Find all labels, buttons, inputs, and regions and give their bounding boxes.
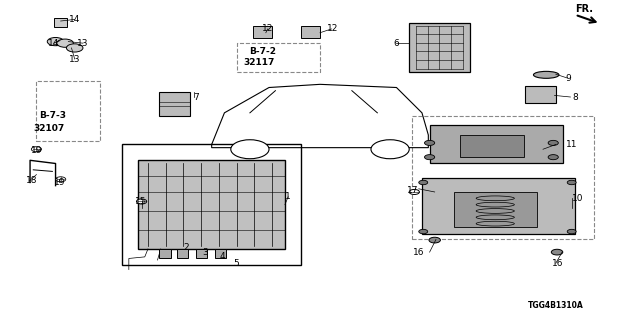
FancyBboxPatch shape [412,116,594,239]
Text: B-7-2: B-7-2 [249,47,276,56]
Text: 5: 5 [233,259,239,268]
Text: 10: 10 [572,194,584,203]
Circle shape [424,140,435,145]
Circle shape [567,229,576,234]
Text: 8: 8 [572,92,578,101]
Text: 3: 3 [202,248,208,257]
Text: 12: 12 [262,24,273,33]
Circle shape [31,147,42,152]
Text: 13: 13 [77,39,89,48]
Circle shape [424,155,435,160]
Circle shape [419,180,428,185]
FancyBboxPatch shape [409,23,470,72]
Text: 14: 14 [69,15,81,24]
FancyBboxPatch shape [36,81,100,141]
FancyBboxPatch shape [215,249,227,259]
Circle shape [548,140,558,145]
Text: 11: 11 [566,140,577,149]
FancyBboxPatch shape [159,92,190,116]
Circle shape [67,44,83,52]
Text: 14: 14 [48,39,60,48]
Text: 18: 18 [26,176,38,185]
Text: 32117: 32117 [244,58,275,67]
Text: B-7-3: B-7-3 [39,111,66,121]
Circle shape [231,140,269,159]
FancyBboxPatch shape [253,27,272,38]
Text: TGG4B1310A: TGG4B1310A [528,301,584,310]
Text: 17: 17 [406,186,418,195]
FancyBboxPatch shape [159,249,171,259]
Circle shape [548,155,558,160]
Circle shape [57,39,74,47]
FancyBboxPatch shape [177,249,188,259]
Text: 32107: 32107 [33,124,65,133]
Circle shape [56,177,66,182]
Text: 7: 7 [193,92,198,101]
Text: 16: 16 [552,259,563,268]
Circle shape [136,199,147,204]
Circle shape [419,229,428,234]
Circle shape [47,37,64,46]
Text: 19: 19 [54,178,66,187]
Text: 19: 19 [31,146,42,155]
Text: 12: 12 [327,24,339,33]
Circle shape [429,237,440,243]
FancyBboxPatch shape [460,135,524,157]
FancyBboxPatch shape [422,178,575,234]
FancyBboxPatch shape [301,27,320,38]
FancyBboxPatch shape [122,145,301,265]
Text: 16: 16 [413,248,424,257]
Circle shape [409,189,419,195]
Text: FR.: FR. [575,4,593,14]
Text: 2: 2 [184,243,189,252]
FancyBboxPatch shape [237,43,320,72]
Text: 9: 9 [566,74,572,83]
FancyBboxPatch shape [454,192,537,227]
Text: 6: 6 [394,39,399,48]
FancyBboxPatch shape [54,18,67,27]
FancyBboxPatch shape [138,160,285,249]
Text: 15: 15 [134,197,146,206]
Circle shape [551,249,563,255]
Text: 13: 13 [69,54,81,63]
Ellipse shape [534,71,559,78]
Circle shape [371,140,409,159]
Text: 4: 4 [220,252,225,261]
FancyBboxPatch shape [196,249,207,259]
Text: 1: 1 [285,192,291,201]
FancyBboxPatch shape [429,125,563,164]
Circle shape [567,180,576,185]
FancyBboxPatch shape [525,86,556,103]
